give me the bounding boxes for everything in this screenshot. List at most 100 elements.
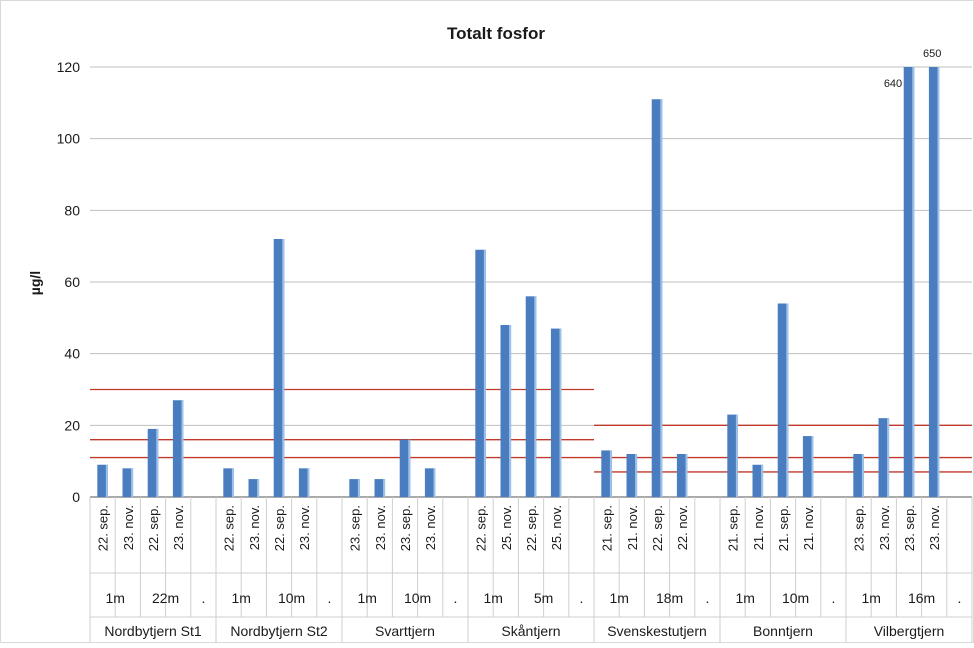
bar bbox=[298, 468, 310, 497]
category-label: 21. nov. bbox=[751, 505, 766, 550]
depth-label: 1m bbox=[609, 590, 628, 606]
lake-label: Nordbytjern St2 bbox=[230, 623, 327, 639]
y-tick-label: 120 bbox=[57, 59, 81, 75]
bar-highlight bbox=[307, 468, 310, 497]
category-label: 23. nov. bbox=[423, 505, 438, 550]
bar bbox=[550, 328, 562, 497]
y-axis-label: µg/l bbox=[27, 271, 43, 295]
depth-label: 10m bbox=[404, 590, 431, 606]
lake-label: Nordbytjern St1 bbox=[104, 623, 201, 639]
category-label: 23. nov. bbox=[373, 505, 388, 550]
category-label: 23. nov. bbox=[121, 505, 136, 550]
lake-label: Vilbergtjern bbox=[874, 623, 945, 639]
bar-highlight bbox=[685, 454, 688, 497]
bar bbox=[928, 67, 940, 497]
value-annotation: 640 bbox=[884, 78, 902, 90]
depth-label: 1m bbox=[105, 590, 124, 606]
y-tick-label: 60 bbox=[64, 274, 80, 290]
depth-label: 22m bbox=[152, 590, 179, 606]
bar bbox=[147, 428, 159, 497]
group-placeholder: . bbox=[579, 590, 583, 606]
bar-highlight bbox=[509, 325, 512, 497]
category-label: 22. sep. bbox=[272, 505, 287, 551]
bar bbox=[223, 468, 234, 497]
bar bbox=[777, 303, 789, 497]
depth-label: 10m bbox=[278, 590, 305, 606]
bar-highlight bbox=[786, 303, 789, 497]
bar-highlight bbox=[937, 67, 940, 497]
bar bbox=[500, 325, 512, 497]
depth-label: 18m bbox=[656, 590, 683, 606]
category-label: 22. nov. bbox=[675, 505, 690, 550]
bar-highlight bbox=[408, 439, 411, 497]
bar bbox=[399, 439, 411, 497]
bar-highlight bbox=[105, 464, 108, 497]
bar bbox=[802, 436, 814, 497]
group-placeholder: . bbox=[327, 590, 331, 606]
category-label: 23. nov. bbox=[877, 505, 892, 550]
bar bbox=[853, 454, 864, 497]
y-tick-label: 100 bbox=[57, 131, 81, 147]
bar bbox=[878, 418, 890, 497]
bar-highlight bbox=[861, 454, 864, 497]
depth-labels: 1m 22m 1m 10m 1m 10m 1m 5m 1m 18m 1m 10m 1m 16m......… bbox=[105, 590, 961, 606]
category-label: 23. nov. bbox=[927, 505, 942, 550]
bar bbox=[727, 414, 738, 497]
bar bbox=[248, 479, 260, 497]
category-label: 23. nov. bbox=[171, 505, 186, 550]
bar bbox=[525, 296, 537, 497]
category-label: 22. sep. bbox=[96, 505, 111, 551]
bar-highlight bbox=[534, 296, 537, 497]
bar bbox=[626, 454, 638, 497]
bar-highlight bbox=[761, 464, 764, 497]
bar bbox=[424, 468, 436, 497]
depth-label: 16m bbox=[908, 590, 935, 606]
bar-highlight bbox=[257, 479, 260, 497]
bar-highlight bbox=[609, 450, 612, 497]
lake-labels: Nordbytjern St1 Nordbytjern St2 Svarttjern… bbox=[104, 623, 944, 639]
bar-highlight bbox=[811, 436, 814, 497]
bar bbox=[475, 249, 486, 497]
lake-label: Skåntjern bbox=[501, 623, 560, 639]
category-label: 25. nov. bbox=[499, 505, 514, 550]
category-label: 23. nov. bbox=[247, 505, 262, 550]
bar-highlight bbox=[735, 414, 738, 497]
bar-highlight bbox=[433, 468, 436, 497]
group-placeholder: . bbox=[705, 590, 709, 606]
category-labels: 22. sep. 23. nov. 22. sep. 23. nov. 22. sep.… bbox=[89, 497, 973, 643]
y-tick-labels: 0 20 40 60 80 100 120 bbox=[57, 59, 81, 505]
y-tick-label: 80 bbox=[64, 202, 80, 218]
chart-title: Totalt fosfor bbox=[447, 24, 545, 43]
category-label: 21. sep. bbox=[726, 505, 741, 551]
category-label: 22. sep. bbox=[222, 505, 237, 551]
bar bbox=[122, 468, 134, 497]
category-label: 23. nov. bbox=[297, 505, 312, 550]
bar-highlight bbox=[156, 428, 159, 497]
category-label: 22. sep. bbox=[650, 505, 665, 551]
category-label: 25. nov. bbox=[549, 505, 564, 550]
bar-highlight bbox=[635, 454, 638, 497]
bar-highlight bbox=[660, 99, 663, 497]
category-label: 21. sep. bbox=[600, 505, 615, 551]
bar bbox=[903, 67, 915, 497]
group-placeholder: . bbox=[831, 590, 835, 606]
bar-highlight bbox=[357, 479, 360, 497]
category-label: 21. nov. bbox=[801, 505, 816, 550]
y-tick-label: 0 bbox=[72, 489, 80, 505]
category-label: 23. sep. bbox=[852, 505, 867, 551]
bar-highlight bbox=[559, 328, 562, 497]
bar bbox=[752, 464, 764, 497]
bar bbox=[676, 454, 688, 497]
bar bbox=[273, 239, 285, 497]
value-annotation: 650 bbox=[923, 48, 941, 60]
depth-label: 1m bbox=[735, 590, 754, 606]
category-label: 21. sep. bbox=[776, 505, 791, 551]
category-label: 22. sep. bbox=[146, 505, 161, 551]
group-placeholder: . bbox=[201, 590, 205, 606]
depth-label: 1m bbox=[357, 590, 376, 606]
bar bbox=[601, 450, 612, 497]
annotations: 640 650 bbox=[884, 48, 942, 90]
category-label: 23. sep. bbox=[902, 505, 917, 551]
